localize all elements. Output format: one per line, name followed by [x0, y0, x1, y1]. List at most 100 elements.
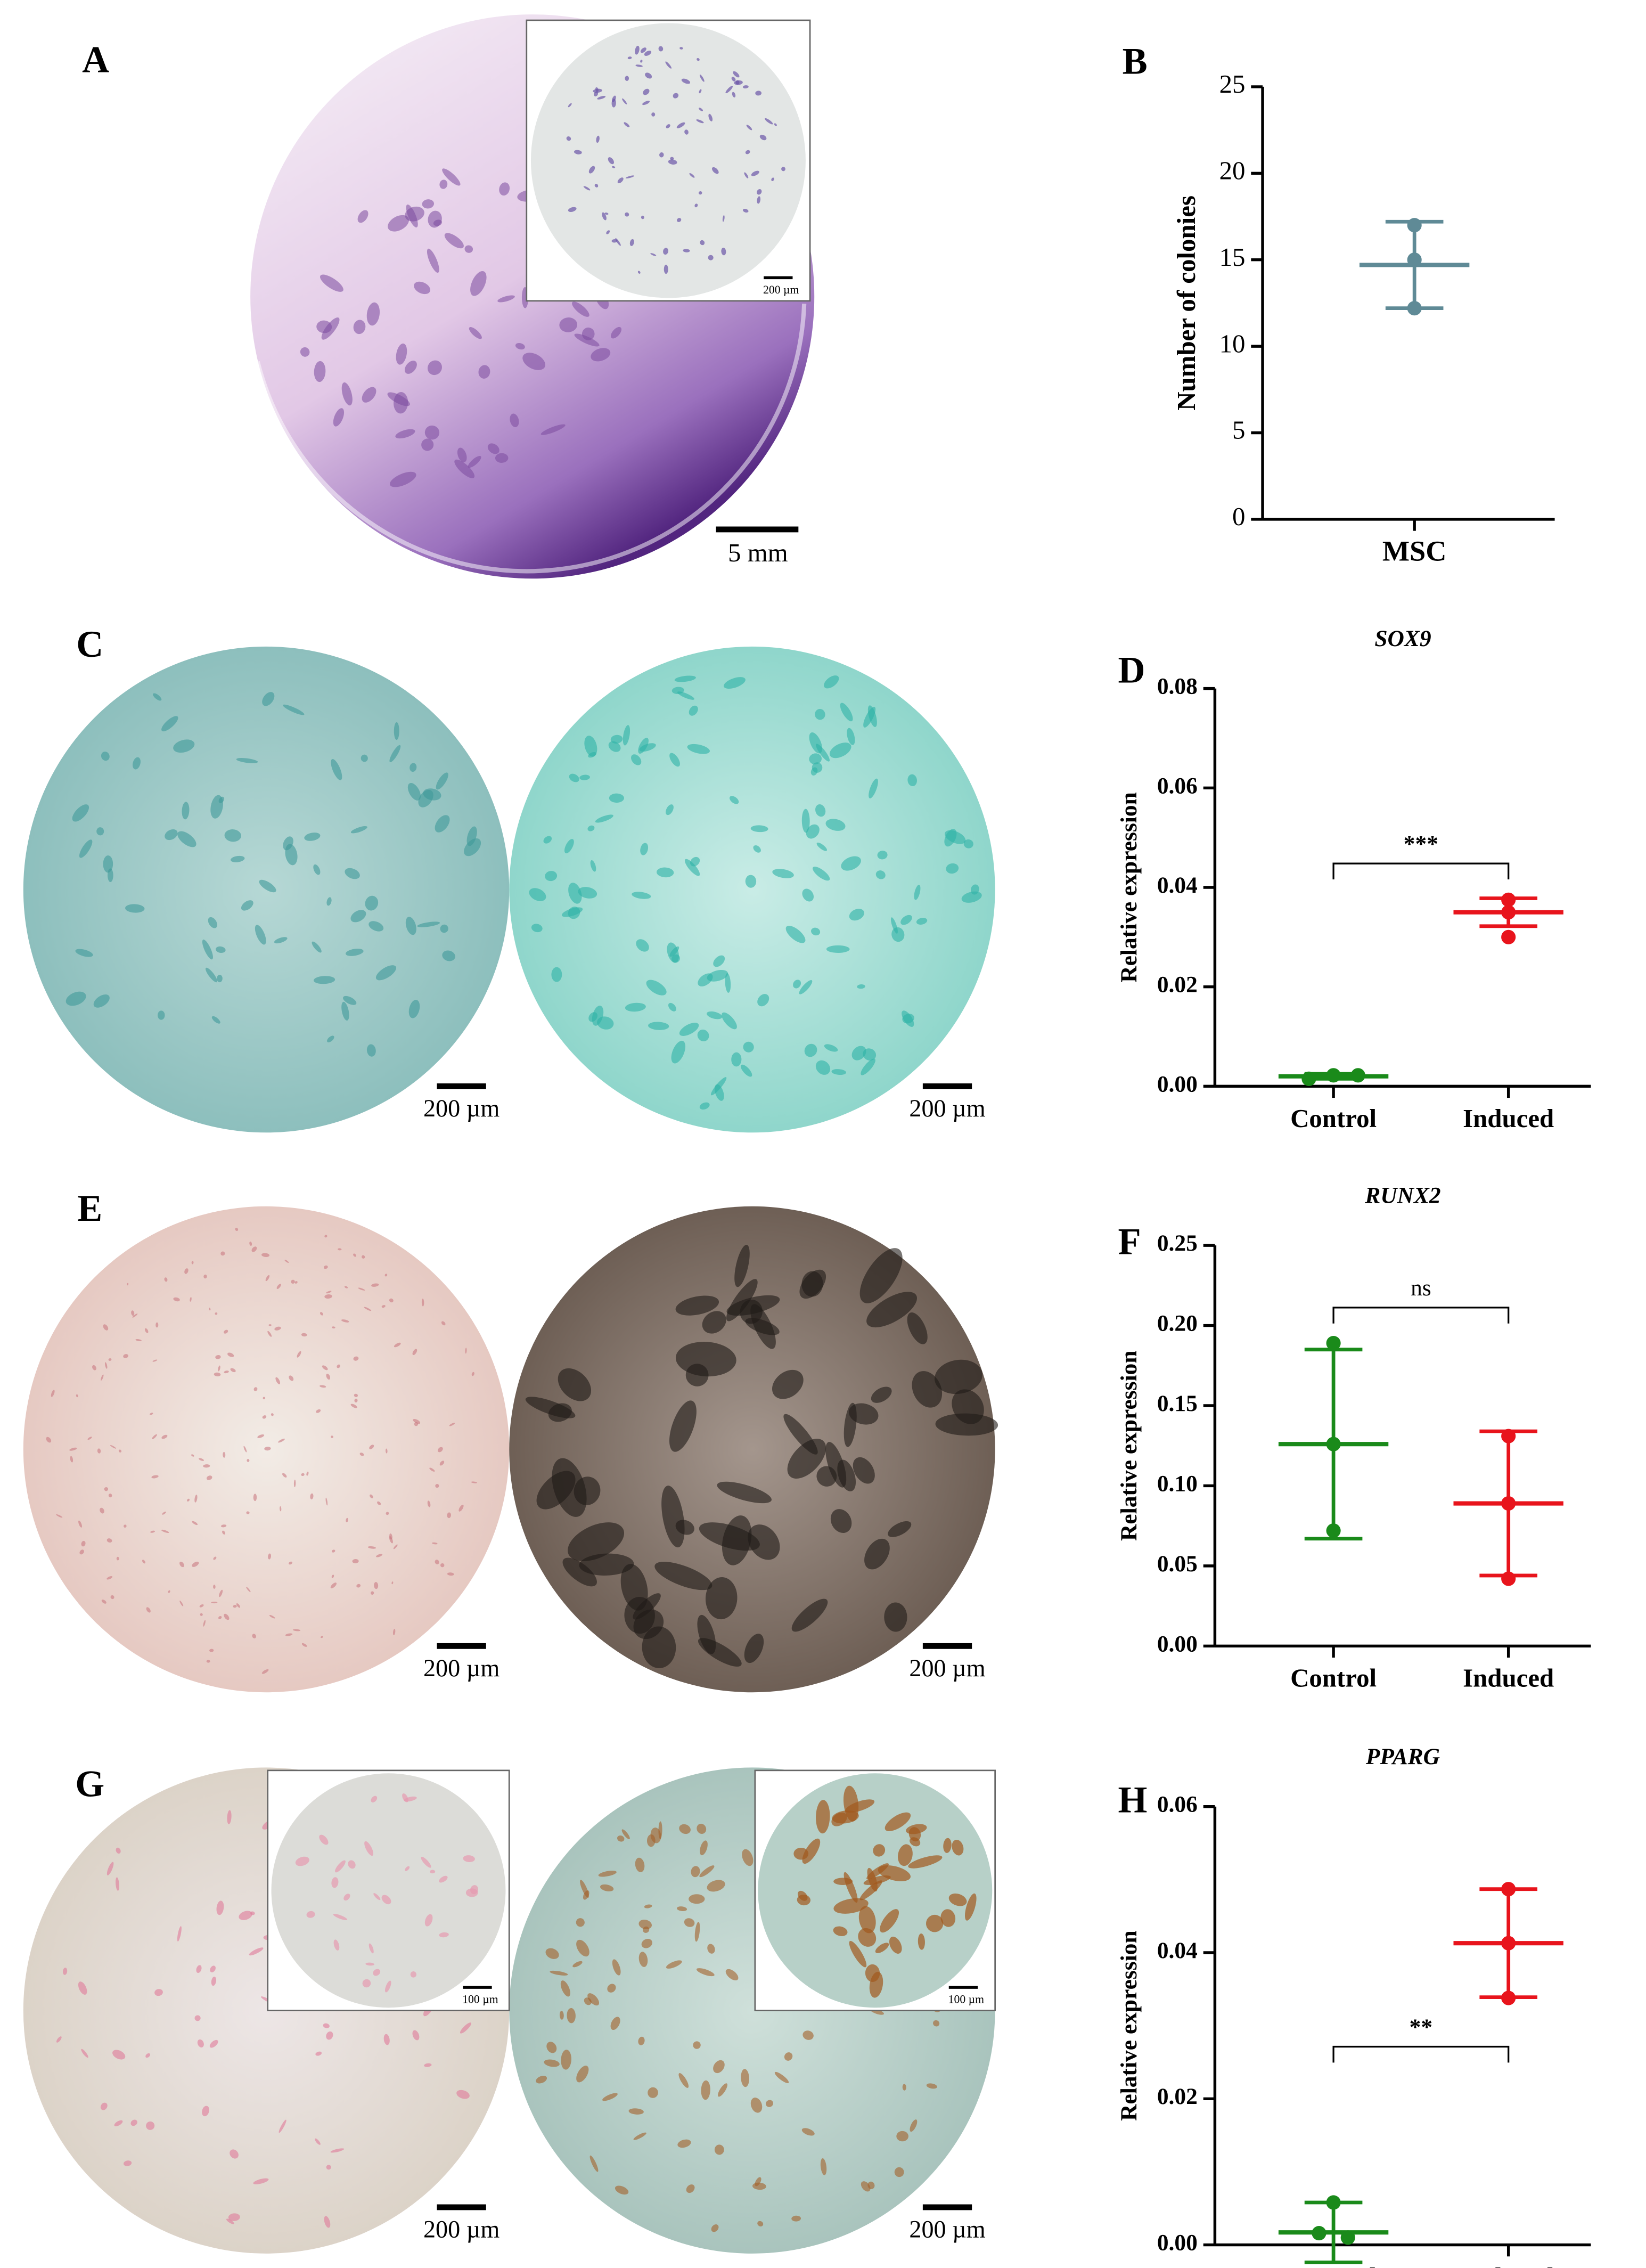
stain-spot: [315, 2051, 322, 2056]
stain-spot: [206, 1475, 212, 1480]
stain-spot: [963, 839, 973, 849]
stain-spot: [101, 752, 110, 761]
stain-spot: [873, 1844, 886, 1857]
stain-spot: [414, 281, 431, 295]
stain-spot: [617, 1835, 625, 1842]
panel-label: F: [1118, 1221, 1141, 1262]
stain-spot: [203, 1620, 206, 1627]
stain-spot: [458, 1505, 464, 1512]
stain-spot: [191, 1454, 194, 1457]
stain-spot: [638, 1952, 648, 1967]
stain-spot: [284, 1259, 289, 1263]
stain-spot: [636, 939, 649, 952]
stain-spot: [612, 166, 616, 168]
stain-spot: [684, 1918, 695, 1927]
y-tick-label: 20: [1219, 156, 1246, 185]
stain-spot: [427, 248, 439, 273]
stain-spot: [323, 1265, 328, 1269]
y-tick-label: 25: [1219, 69, 1246, 99]
stain-spot: [182, 802, 190, 820]
stain-spot: [324, 1294, 332, 1299]
stain-spot: [227, 1810, 232, 1824]
stain-spot: [116, 1847, 121, 1854]
stain-spot: [326, 2165, 331, 2170]
stain-spot: [79, 839, 93, 858]
stain-spot: [875, 870, 886, 879]
stain-spot: [440, 1563, 445, 1568]
stain-spot: [801, 809, 810, 833]
stain-spot: [861, 2181, 871, 2192]
stain-spot: [373, 1893, 381, 1900]
stain-spot: [666, 124, 670, 128]
stain-spot: [202, 2106, 209, 2117]
stain-spot: [211, 1016, 220, 1024]
stain-spot: [697, 1029, 709, 1042]
stain-spot: [279, 2119, 286, 2133]
stain-spot: [665, 61, 671, 69]
stain-spot: [701, 2080, 710, 2100]
stain-spot: [383, 2034, 390, 2045]
stain-spot: [674, 675, 696, 682]
stain-spot: [368, 1943, 374, 1954]
stain-spot: [642, 1626, 676, 1668]
stain-spot: [933, 2020, 940, 2027]
data-point: [1350, 1068, 1365, 1083]
stain-spot: [325, 1497, 328, 1506]
stain-spot: [276, 1284, 281, 1289]
stain-spot: [906, 1824, 927, 1834]
stain-spot: [463, 1855, 475, 1862]
stain-spot: [179, 1561, 184, 1568]
stain-spot: [584, 736, 597, 757]
stain-spot: [390, 471, 416, 487]
stain-spot: [271, 1413, 274, 1416]
stain-spot: [107, 1576, 113, 1580]
stain-spot: [742, 1849, 754, 1866]
stain-spot: [81, 2049, 88, 2058]
stain-spot: [811, 927, 821, 936]
stain-spot: [820, 2158, 827, 2175]
stain-spot: [697, 58, 700, 61]
panel-label: C: [76, 624, 103, 665]
stain-spot: [56, 1514, 63, 1518]
chart-title: PPARG: [1365, 1744, 1440, 1769]
stain-spot: [894, 2167, 904, 2177]
stain-spot: [330, 1582, 337, 1588]
stain-spot: [699, 1522, 760, 1551]
stain-spot: [664, 264, 668, 274]
scale-bar-label: 100 µm: [948, 1993, 985, 2006]
stain-spot: [673, 93, 679, 99]
stain-spot: [330, 2148, 345, 2153]
panel-label: E: [77, 1188, 102, 1229]
stain-spot: [389, 1298, 394, 1303]
stain-spot: [785, 925, 806, 943]
stain-spot: [935, 1413, 998, 1436]
stain-spot: [781, 167, 785, 172]
stain-spot: [203, 1274, 207, 1279]
stain-spot: [427, 360, 442, 376]
stain-spot: [589, 2155, 599, 2172]
stain-spot: [331, 759, 342, 780]
stain-spot: [209, 1649, 214, 1652]
stain-spot: [470, 1885, 478, 1895]
stain-spot: [833, 1898, 869, 1914]
stain-spot: [101, 1600, 107, 1604]
stain-spot: [78, 1981, 87, 1995]
stain-spot: [757, 994, 769, 1007]
stain-spot: [123, 2160, 132, 2166]
stain-spot: [289, 1561, 293, 1565]
stain-spot: [331, 1574, 334, 1578]
y-tick-label: 0.06: [1157, 773, 1198, 798]
significance-bracket: [1332, 862, 1510, 880]
stain-spot: [263, 1397, 266, 1400]
stain-spot: [691, 1866, 700, 1878]
stain-spot: [421, 1299, 424, 1307]
scale-bar-label: 200 µm: [909, 1095, 985, 1122]
stain-spot: [576, 1939, 589, 1957]
stain-spot: [301, 1473, 305, 1476]
stain-spot: [809, 753, 822, 765]
stain-spot: [262, 1415, 267, 1419]
stain-spot: [179, 1601, 184, 1606]
stain-spot: [667, 942, 679, 963]
stain-spot: [640, 47, 646, 53]
